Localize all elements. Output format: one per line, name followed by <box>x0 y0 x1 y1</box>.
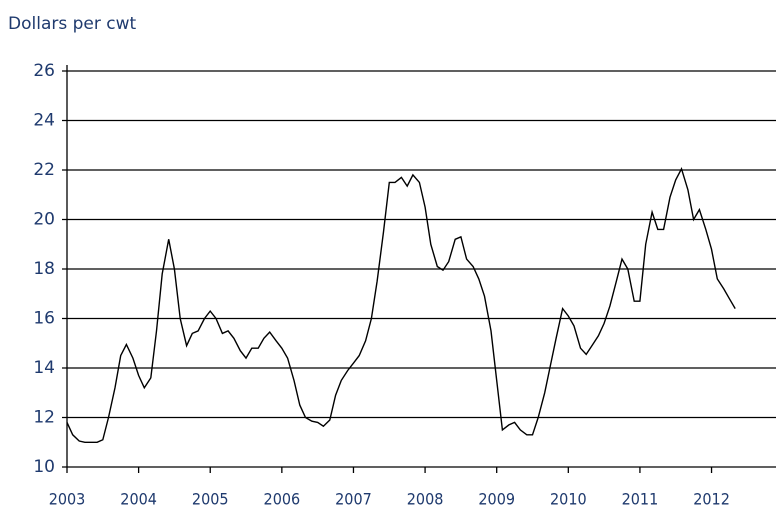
x-tick-label: 2004 <box>120 490 157 509</box>
x-tick-label: 2007 <box>335 490 372 509</box>
y-tick-label: 14 <box>33 358 55 378</box>
x-tick-label: 2011 <box>622 490 659 509</box>
line <box>66 166 736 443</box>
y-tick-label: 24 <box>33 111 55 131</box>
y-axis-title: Dollars per cwt <box>8 14 136 34</box>
x-tick-label: 2008 <box>407 490 444 509</box>
x-tick-label: 2010 <box>550 490 587 509</box>
y-tick-label: 12 <box>33 408 55 428</box>
x-tick-label: 2009 <box>478 490 515 509</box>
y-tick-label: 22 <box>33 160 55 180</box>
y-tick-label: 16 <box>33 309 55 329</box>
x-tick-label: 2003 <box>49 490 86 509</box>
y-tick-label: 26 <box>33 61 55 81</box>
x-tick-label: 2012 <box>693 490 730 509</box>
x-tick-label: 2006 <box>264 490 301 509</box>
y-tick-label: 10 <box>33 457 55 477</box>
y-tick-label: 18 <box>33 259 55 279</box>
x-tick-label: 2005 <box>192 490 229 509</box>
y-tick-label: 20 <box>33 210 55 230</box>
